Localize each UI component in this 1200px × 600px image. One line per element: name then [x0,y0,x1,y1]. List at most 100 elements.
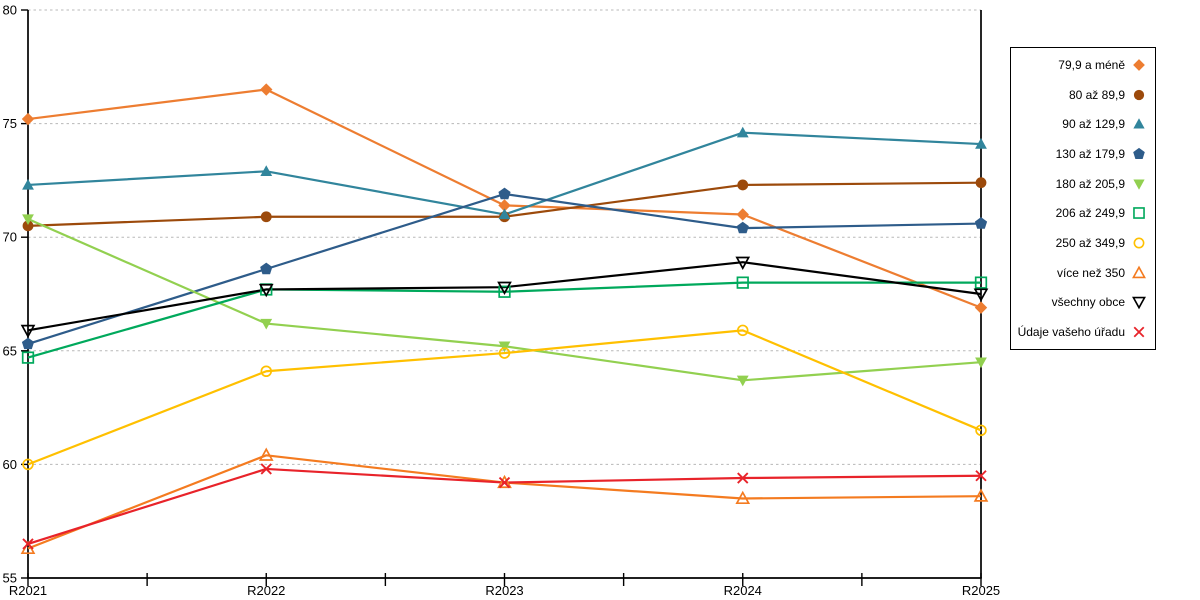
triangle-up-open-icon [497,474,512,489]
legend-label: 80 až 89,9 [1068,87,1125,102]
y-tick-label: 80 [3,3,17,18]
legend-marker [1133,207,1145,220]
diamond-icon [260,83,273,96]
legend-label: 206 až 249,9 [1055,206,1125,221]
triangle-up-icon [736,126,749,138]
legend-label: 180 až 205,9 [1055,176,1125,191]
circle-open-icon [975,424,987,437]
legend-item: 250 až 349,9 [1015,235,1147,251]
legend-marker [1133,118,1145,129]
circle-open-icon [498,347,511,359]
triangle-up-open-icon [973,488,989,502]
x-tick-label: R2023 [485,583,523,598]
legend-label: 90 až 129,9 [1062,117,1125,132]
circle-open-icon [1133,237,1145,249]
circle-icon [737,179,749,191]
legend-item: všechny obce [1015,294,1147,310]
triangle-down-open-icon [20,324,36,339]
triangle-down-open-icon [735,256,751,270]
triangle-down-icon [975,357,987,369]
triangle-down-icon [736,375,749,387]
legend-marker [1133,179,1145,190]
series-markers-4 [22,214,987,387]
circle-open-icon [260,365,273,377]
x-icon [737,472,749,484]
triangle-up-icon [22,178,34,190]
legend-marker [1133,59,1145,71]
circle-icon [22,220,34,232]
triangle-down-icon [260,318,273,330]
triangle-down-icon [22,214,34,226]
legend-label: 79,9 a méně [1058,58,1125,72]
pentagon-icon [1133,147,1145,159]
triangle-down-open-icon [973,288,989,302]
legend-label: 130 až 179,9 [1055,146,1125,161]
square-open-icon [736,276,749,289]
triangle-up-icon [975,138,987,149]
legend-item: 180 až 205,9 [1015,176,1147,192]
y-tick-label: 75 [3,116,17,131]
square-open-icon [974,276,988,289]
series-line-6 [27,329,982,466]
pentagon-icon [736,221,749,234]
legend-item: Údaje vašeho úřadu [1015,324,1147,340]
legend-marker [1132,265,1146,278]
legend-item: 206 až 249,9 [1015,205,1147,221]
triangle-up-icon [260,165,273,177]
y-tick-label: 60 [3,457,17,472]
series-markers-6 [22,324,987,471]
pentagon-icon [498,187,511,200]
x-icon [22,538,34,550]
legend-label: všechny obce [1051,295,1125,310]
legend-label: více než 350 [1056,265,1125,280]
x-icon [498,476,511,489]
series-markers-9 [22,463,987,550]
series-markers-5 [21,276,988,364]
legend-item: více než 350 [1015,265,1147,281]
legend-label: Údaje vašeho úřadu [1017,324,1125,339]
x-tick-label: R2025 [962,583,1000,598]
x-tick-label: R2021 [9,583,47,598]
diamond-icon [736,208,749,221]
series-markers-3 [21,187,988,350]
pentagon-icon [260,262,273,275]
legend-marker [1132,296,1146,310]
triangle-up-icon [498,208,511,220]
triangle-up-icon [1133,118,1145,129]
circle-icon [975,177,987,189]
triangle-down-icon [1133,179,1145,190]
chart-legend: 79,9 a méně 80 až 89,9 90 až 129,9 130 až 1… [1010,47,1156,350]
triangle-up-open-icon [1132,265,1146,278]
circle-icon [1133,89,1145,100]
legend-item: 80 až 89,9 [1015,87,1147,103]
triangle-up-open-icon [735,490,751,505]
series-markers-2 [22,126,987,220]
series-line-9 [27,467,982,545]
series-line-7 [27,454,982,550]
x-tick-label: R2022 [247,583,285,598]
legend-marker [1133,147,1145,159]
y-tick-label: 70 [3,230,17,245]
triangle-down-open-icon [258,283,274,298]
square-open-icon [498,285,511,298]
triangle-down-open-icon [1132,296,1146,310]
triangle-up-open-icon [258,447,274,461]
pentagon-icon [974,217,988,229]
pentagon-icon [21,337,35,350]
square-open-icon [1133,207,1145,220]
diamond-icon [21,112,35,126]
legend-item: 90 až 129,9 [1015,116,1147,132]
square-open-icon [21,351,35,364]
triangle-down-icon [498,341,511,353]
series-markers-0 [21,83,988,314]
circle-open-icon [736,324,749,337]
x-icon [1133,326,1145,338]
circle-icon [260,211,272,223]
legend-marker [1133,89,1145,100]
series-markers-8 [20,256,989,339]
diamond-icon [1133,59,1145,71]
diamond-icon [974,301,988,314]
y-tick-label: 55 [3,571,17,586]
